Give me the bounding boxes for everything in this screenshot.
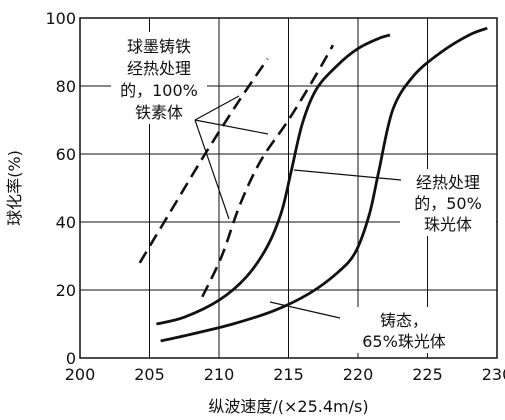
y-tick-label: 60	[56, 145, 76, 164]
y-tick-label: 0	[66, 349, 76, 368]
x-axis-label: 纵波速度/(×25.4m/s)	[208, 397, 368, 416]
x-tick-label: 205	[134, 365, 165, 384]
annotation-text: 珠光体	[424, 215, 472, 234]
leader-line	[293, 169, 402, 181]
y-axis-label: 球化率(%)	[5, 150, 24, 226]
annotation-background	[111, 32, 207, 124]
annotation-text: 经热处理	[127, 59, 191, 78]
dashed-series-2	[201, 44, 335, 298]
x-tick-label: 210	[204, 365, 235, 384]
grid	[80, 18, 497, 358]
annotation-text: 的，50%	[414, 194, 482, 213]
x-tick-label: 200	[65, 365, 96, 384]
annotation-background	[400, 169, 496, 236]
x-tick-label: 215	[273, 365, 304, 384]
solid-series-4	[160, 26, 488, 343]
leader-line	[269, 301, 341, 319]
leader-line	[194, 95, 240, 121]
annotation-text: 铸态，	[380, 311, 428, 330]
leader-line	[194, 119, 230, 220]
y-tick-label: 20	[56, 281, 76, 300]
y-tick-label: 100	[45, 9, 76, 28]
annotation-text: 的，100%	[120, 81, 198, 100]
x-tick-label: 225	[412, 365, 443, 384]
dashed-series-1	[138, 58, 269, 264]
x-tick-label: 220	[343, 365, 374, 384]
annotation-text: 经热处理	[416, 173, 480, 192]
x-tick-label: 230	[482, 365, 505, 384]
solid-series-3	[156, 33, 391, 326]
leader-line	[194, 119, 269, 135]
annotation-background	[356, 307, 452, 353]
tick-labels: 200 205 210 215 220 225 230 0 20 40 60 80 100	[45, 9, 505, 384]
series-lines	[138, 26, 488, 343]
annotation-text: 铁素体	[135, 103, 183, 122]
y-tick-label: 80	[56, 77, 76, 96]
annotation-text: 65%珠光体	[362, 332, 446, 351]
annotation-text: 球墨铸铁	[127, 37, 191, 56]
y-tick-label: 40	[56, 213, 76, 232]
